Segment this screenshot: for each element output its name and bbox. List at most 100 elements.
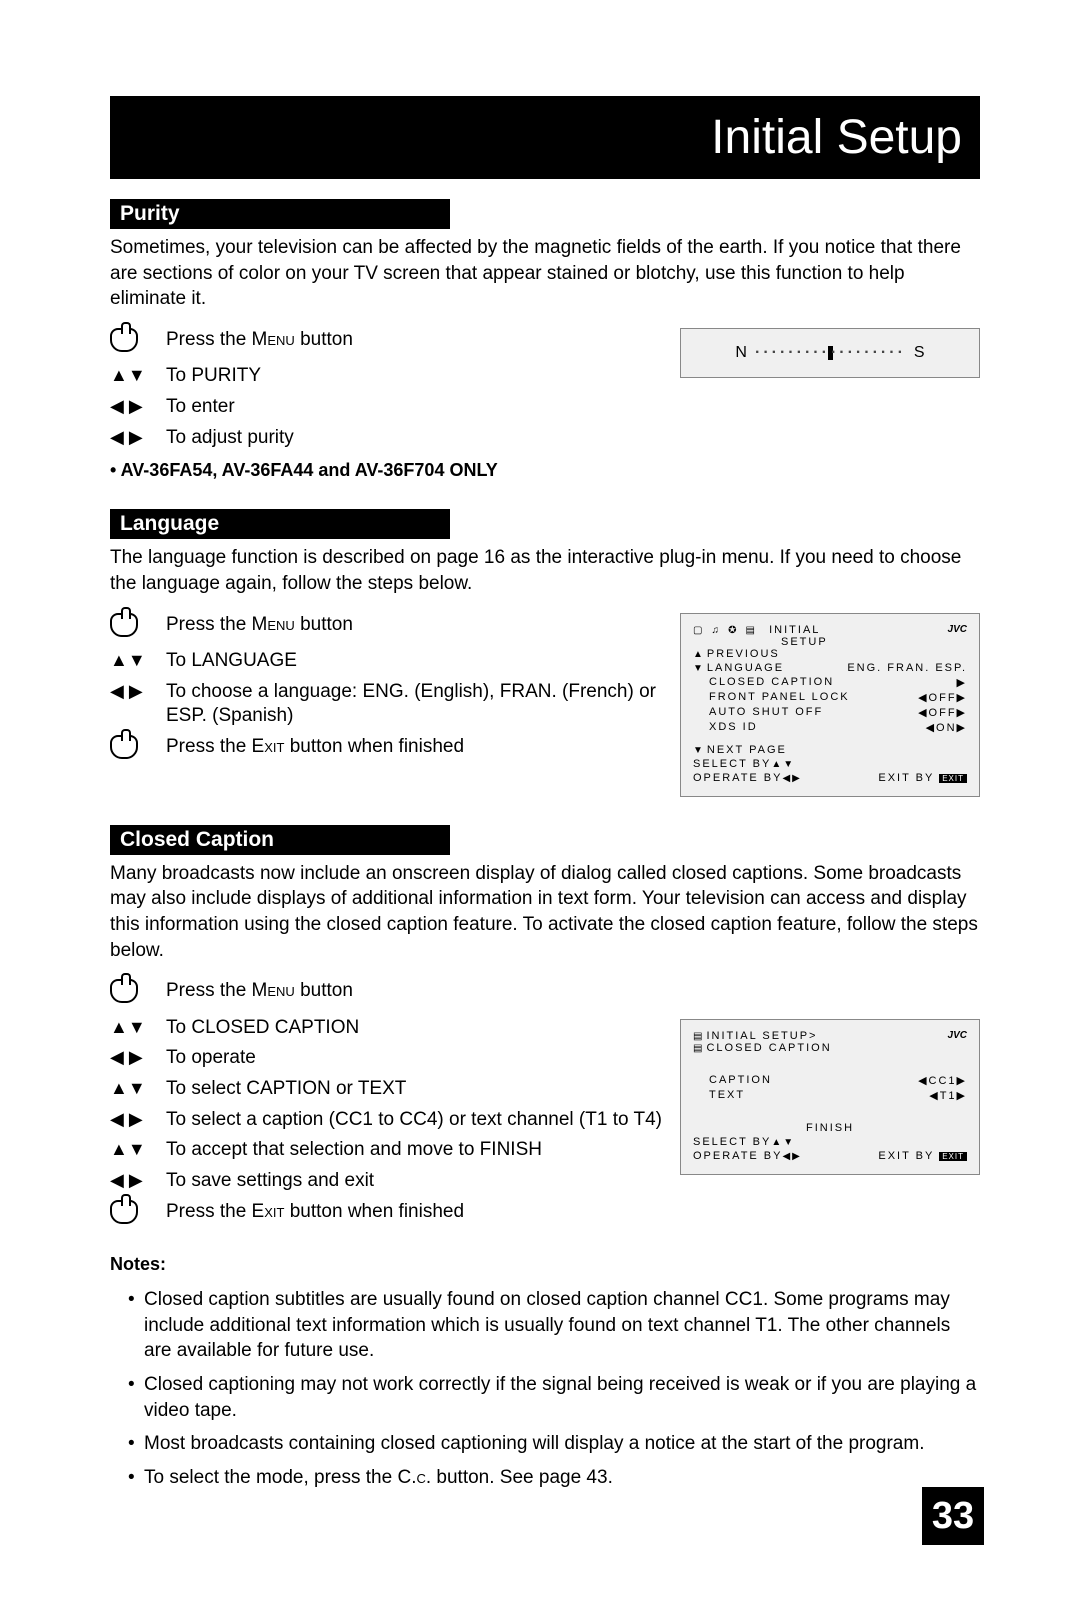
step-text: To CLOSED CAPTION [166,1016,662,1041]
menu-item: XDS ID [709,721,758,734]
purity-bar: ·················· [755,344,906,362]
screen-exitby: EXIT BY [878,1150,934,1162]
brand-label: JVC [948,1030,967,1041]
language-heading: Language [110,509,450,539]
step-row: ◀ ▶ To select a caption (CC1 to CC4) or … [110,1108,662,1133]
menu-value: ENG. FRAN. ESP. [847,662,967,674]
purity-heading: Purity [110,199,450,229]
step-text: Press the Menu button [166,979,662,1004]
purity-note: • AV-36FA54, AV-36FA44 and AV-36F704 ONL… [110,460,662,481]
menu-value: ◀CC1▶ [918,1074,967,1087]
step-text: To select CAPTION or TEXT [166,1077,662,1102]
step-text: To enter [166,395,662,420]
section-closed-caption: Closed Caption Many broadcasts now inclu… [110,825,980,1491]
purity-screen: N ·················· S [680,328,980,378]
list-item: Closed captioning may not work correctly… [128,1372,980,1423]
screen-previous: PREVIOUS [707,648,780,660]
step-row: ▲▼ To select CAPTION or TEXT [110,1077,662,1102]
menu-item: AUTO SHUT OFF [709,706,823,719]
screen-operate: OPERATE BY [693,1150,782,1162]
purity-s: S [914,344,925,362]
step-row: Press the Menu button [110,979,662,1009]
hand-icon [110,328,150,358]
language-steps-wrap: Press the Menu button ▲▼ To LANGUAGE ◀ ▶… [110,613,980,797]
step-row: ◀ ▶ To save settings and exit [110,1169,662,1194]
leftright-icon: ◀ ▶ [110,1046,150,1069]
cc-steps-wrap: Press the Menu button ▲▼ To CLOSED CAPTI… [110,979,980,1236]
step-row: Press the Exit button when finished [110,1200,662,1230]
leftright-icon: ◀ ▶ [110,680,150,703]
leftright-icon: ◀ ▶ [110,1108,150,1131]
step-row: ▲▼ To LANGUAGE [110,649,662,674]
language-intro: The language function is described on pa… [110,545,980,596]
menu-value: ◀OFF▶ [918,706,967,719]
step-row: ◀ ▶ To enter [110,395,662,420]
brand-label: JVC [948,624,967,635]
screen-title: INITIAL [769,624,820,636]
notes-heading: Notes: [110,1254,980,1275]
purity-intro: Sometimes, your television can be affect… [110,235,980,312]
section-language: Language The language function is descri… [110,509,980,796]
step-text: To save settings and exit [166,1169,662,1194]
step-row: ◀ ▶ To choose a language: ENG. (English)… [110,680,662,729]
step-row: Press the Menu button [110,328,662,358]
page-title: Initial Setup [110,96,980,179]
purity-steps: Press the Menu button ▲▼ To PURITY ◀ ▶ T… [110,328,662,481]
step-row: ◀ ▶ To operate [110,1046,662,1071]
page: Initial Setup Purity Sometimes, your tel… [0,0,1080,1579]
step-text: To select a caption (CC1 to CC4) or text… [166,1108,662,1133]
menu-item: TEXT [709,1089,745,1102]
step-text: Press the Menu button [166,328,662,353]
updown-icon: ▲▼ [110,649,150,672]
menu-value: ◀OFF▶ [918,691,967,704]
step-row: ▲▼ To PURITY [110,364,662,389]
menu-value: ◀ON▶ [926,721,967,734]
menu-value: ▶ [957,676,967,689]
step-text: To operate [166,1046,662,1071]
updown-icon: ▲▼ [110,1138,150,1161]
purity-steps-wrap: Press the Menu button ▲▼ To PURITY ◀ ▶ T… [110,328,980,481]
notes-list: Closed caption subtitles are usually fou… [110,1287,980,1490]
screen-select: SELECT BY [693,758,771,770]
screen-finish: FINISH [693,1122,967,1134]
menu-item: CLOSED CAPTION [709,676,834,689]
hand-icon [110,613,150,643]
cc-steps: Press the Menu button ▲▼ To CLOSED CAPTI… [110,979,662,1236]
leftright-icon: ◀ ▶ [110,426,150,449]
screen-title: INITIAL SETUP> [706,1030,817,1042]
step-row: Press the Menu button [110,613,662,643]
page-number: 33 [922,1487,984,1545]
cc-screen: ▤INITIAL SETUP> JVC ▤CLOSED CAPTION CAPT… [680,1019,980,1175]
step-text: Press the Menu button [166,613,662,638]
step-text: Press the Exit button when finished [166,1200,662,1225]
cc-intro: Many broadcasts now include an onscreen … [110,861,980,964]
hand-icon [110,735,150,765]
cc-heading: Closed Caption [110,825,450,855]
screen-title2: CLOSED CAPTION [706,1042,831,1054]
updown-icon: ▲▼ [110,1077,150,1100]
menu-item: CAPTION [709,1074,772,1087]
step-row: ▲▼ To CLOSED CAPTION [110,1016,662,1041]
purity-n: N [735,344,747,362]
language-screen: ▢ ♫ ✪ ▤ INITIAL JVC SETUP ▲PREVIOUS ▼LAN… [680,613,980,797]
screen-operate: OPERATE BY [693,772,782,784]
hand-icon [110,979,150,1009]
screen-exitby: EXIT BY [878,772,934,784]
menu-value: ◀T1▶ [929,1089,967,1102]
updown-icon: ▲▼ [110,364,150,387]
step-text: To LANGUAGE [166,649,662,674]
screen-title2: SETUP [693,636,967,648]
screen-next: NEXT PAGE [707,744,787,756]
menu-item: LANGUAGE [707,662,784,674]
step-row: ▲▼ To accept that selection and move to … [110,1138,662,1163]
step-text: To adjust purity [166,426,662,451]
section-purity: Purity Sometimes, your television can be… [110,199,980,481]
step-text: To PURITY [166,364,662,389]
list-item: Most broadcasts containing closed captio… [128,1431,980,1457]
step-row: Press the Exit button when finished [110,735,662,765]
list-item: Closed caption subtitles are usually fou… [128,1287,980,1364]
step-text: To accept that selection and move to FIN… [166,1138,662,1163]
screen-select: SELECT BY [693,1136,771,1148]
step-text: To choose a language: ENG. (English), FR… [166,680,662,729]
list-item: To select the mode, press the C.c. butto… [128,1465,980,1491]
